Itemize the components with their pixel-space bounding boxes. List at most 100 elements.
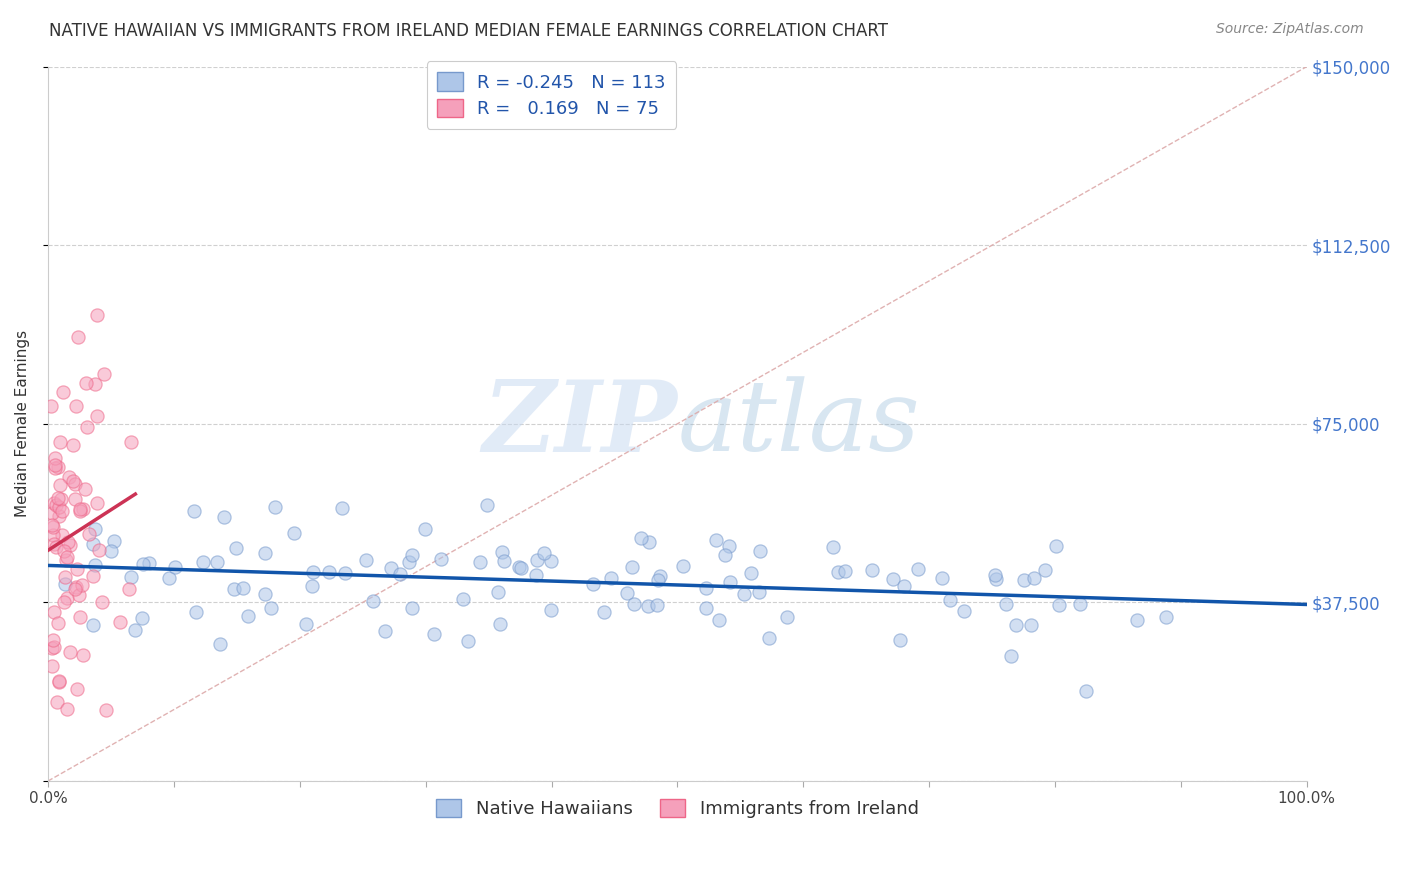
Point	[620, 559, 643, 574]
Point	[356, 553, 378, 567]
Point	[318, 565, 340, 579]
Point	[69, 610, 91, 624]
Point	[695, 581, 717, 595]
Point	[46, 460, 69, 475]
Point	[83, 377, 105, 392]
Point	[749, 544, 772, 558]
Point	[335, 566, 357, 580]
Point	[380, 560, 402, 574]
Point	[630, 531, 652, 545]
Point	[457, 634, 479, 648]
Point	[44, 458, 66, 472]
Point	[72, 578, 94, 592]
Point	[540, 553, 562, 567]
Point	[494, 554, 516, 568]
Point	[225, 541, 247, 556]
Point	[475, 498, 498, 512]
Point	[75, 376, 97, 391]
Point	[120, 570, 142, 584]
Point	[63, 582, 86, 596]
Point	[374, 624, 396, 638]
Point	[100, 543, 122, 558]
Point	[623, 597, 645, 611]
Point	[62, 474, 84, 488]
Point	[45, 541, 67, 555]
Point	[56, 701, 79, 715]
Point	[48, 478, 70, 492]
Point	[882, 572, 904, 586]
Point	[647, 573, 669, 587]
Point	[41, 640, 63, 655]
Text: Source: ZipAtlas.com: Source: ZipAtlas.com	[1216, 22, 1364, 37]
Point	[401, 548, 423, 562]
Point	[718, 574, 741, 589]
Point	[53, 570, 76, 584]
Point	[1154, 610, 1177, 624]
Point	[56, 591, 79, 606]
Point	[48, 674, 70, 689]
Point	[48, 500, 70, 514]
Point	[46, 616, 69, 631]
Point	[330, 501, 353, 516]
Point	[430, 552, 453, 566]
Point	[65, 581, 87, 595]
Point	[254, 587, 277, 601]
Point	[83, 522, 105, 536]
Point	[55, 577, 77, 591]
Point	[108, 615, 131, 629]
Point	[86, 496, 108, 510]
Point	[191, 555, 214, 569]
Point	[183, 504, 205, 518]
Point	[44, 451, 66, 466]
Point	[45, 695, 67, 709]
Point	[72, 648, 94, 662]
Point	[69, 501, 91, 516]
Point	[93, 368, 115, 382]
Point	[489, 617, 512, 632]
Point	[49, 435, 72, 450]
Point	[827, 565, 849, 579]
Point	[103, 534, 125, 549]
Point	[65, 399, 87, 413]
Point	[165, 559, 187, 574]
Point	[124, 623, 146, 637]
Point	[39, 400, 62, 414]
Point	[42, 632, 65, 647]
Text: atlas: atlas	[678, 376, 920, 472]
Point	[260, 600, 283, 615]
Point	[84, 558, 107, 572]
Point	[758, 631, 780, 645]
Point	[205, 555, 228, 569]
Point	[138, 557, 160, 571]
Point	[491, 544, 513, 558]
Point	[59, 538, 82, 552]
Point	[53, 595, 76, 609]
Point	[91, 595, 114, 609]
Point	[1012, 573, 1035, 587]
Point	[44, 496, 66, 510]
Point	[62, 438, 84, 452]
Point	[72, 502, 94, 516]
Point	[86, 409, 108, 424]
Point	[1045, 539, 1067, 553]
Point	[984, 568, 1007, 582]
Point	[59, 644, 82, 658]
Point	[120, 434, 142, 449]
Point	[76, 419, 98, 434]
Point	[540, 603, 562, 617]
Point	[398, 555, 420, 569]
Point	[41, 506, 63, 520]
Point	[508, 560, 530, 574]
Point	[1024, 571, 1046, 585]
Point	[401, 600, 423, 615]
Point	[423, 627, 446, 641]
Point	[263, 500, 285, 514]
Point	[648, 569, 671, 583]
Point	[672, 559, 695, 574]
Point	[616, 585, 638, 599]
Point	[1047, 598, 1070, 612]
Point	[1033, 563, 1056, 577]
Point	[94, 702, 117, 716]
Point	[82, 537, 104, 551]
Point	[45, 498, 67, 512]
